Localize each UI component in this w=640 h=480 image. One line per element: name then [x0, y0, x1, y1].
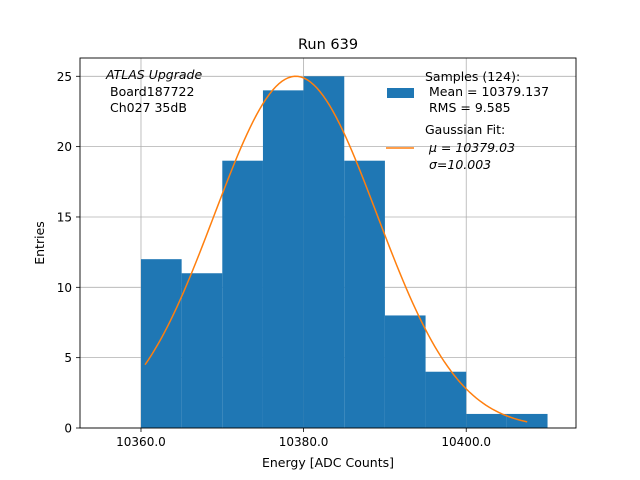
y-tick-label: 0	[64, 422, 72, 436]
legend-hist-swatch	[387, 88, 414, 98]
x-axis-label: Energy [ADC Counts]	[262, 455, 394, 470]
legend-fit-mu: μ = 10379.03	[428, 140, 515, 155]
run-annotation: ATLAS Upgrade Board187722 Ch027 35dB	[105, 67, 202, 115]
histogram-bars	[140, 76, 548, 428]
legend-hist-title: Samples (124):	[425, 69, 520, 84]
y-tick-label: 15	[57, 210, 72, 224]
histogram-bar	[140, 259, 182, 428]
histogram-bar	[384, 315, 426, 428]
svg-text:ATLAS Upgrade: ATLAS Upgrade	[105, 67, 202, 82]
histogram-bar	[262, 90, 304, 428]
y-tick-label: 20	[57, 140, 72, 154]
legend-hist-rms: RMS = 9.585	[429, 100, 511, 115]
legend-fit-title: Gaussian Fit:	[425, 122, 505, 137]
axis-ticks: 10360.0 10380.0 10400.0 0 5 10 15 20 25	[57, 70, 491, 449]
x-tick-label: 10360.0	[116, 435, 166, 449]
legend-hist-mean: Mean = 10379.137	[429, 84, 549, 99]
legend: Samples (124): Mean = 10379.137 RMS = 9.…	[386, 69, 549, 172]
histogram-bar	[344, 160, 385, 428]
x-tick-label: 10380.0	[279, 435, 329, 449]
histogram-bar	[303, 76, 345, 428]
chart-title: Run 639	[298, 37, 358, 53]
histogram-bar	[222, 160, 263, 428]
plot-frame	[79, 57, 577, 429]
y-axis-label: Entries	[32, 221, 47, 265]
histogram-bar	[506, 413, 548, 428]
y-tick-label: 5	[64, 351, 72, 365]
gaussian-fit-line	[144, 75, 528, 423]
y-tick-label: 25	[57, 70, 72, 84]
histogram-bar	[466, 413, 507, 428]
annotation-channel: Ch027 35dB	[110, 100, 187, 115]
histogram-bar	[181, 273, 223, 428]
histogram-bar	[425, 371, 467, 428]
legend-fit-sigma: σ=10.003	[429, 157, 491, 172]
x-tick-label: 10400.0	[441, 435, 491, 449]
annotation-experiment: ATLAS Upgrade	[105, 67, 202, 82]
y-tick-label: 10	[57, 281, 72, 295]
annotation-board: Board187722	[110, 84, 194, 99]
